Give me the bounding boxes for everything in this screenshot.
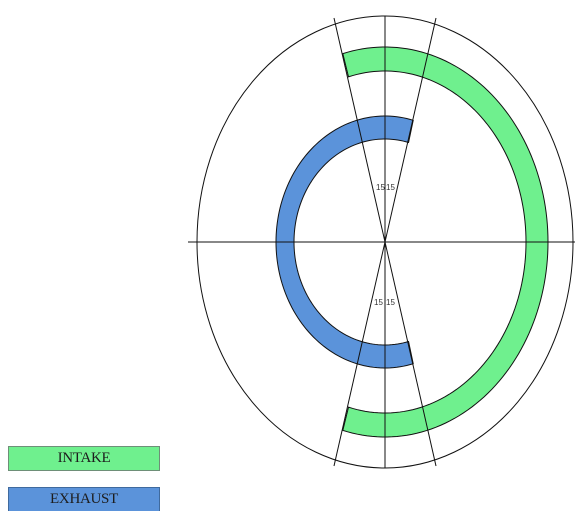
legend-exhaust: EXHAUST bbox=[8, 487, 160, 511]
degree-label-bottom-right: 15 bbox=[386, 298, 395, 307]
degree-label-bottom-left: 15 bbox=[374, 298, 383, 307]
degree-label-top-left: 15 bbox=[376, 183, 385, 192]
legend-exhaust-label: EXHAUST bbox=[50, 491, 118, 508]
legend-intake-label: INTAKE bbox=[58, 450, 111, 467]
degree-label-top-right: 15 bbox=[386, 183, 395, 192]
intake-band bbox=[342, 50, 475, 442]
legend-intake: INTAKE bbox=[8, 446, 160, 471]
